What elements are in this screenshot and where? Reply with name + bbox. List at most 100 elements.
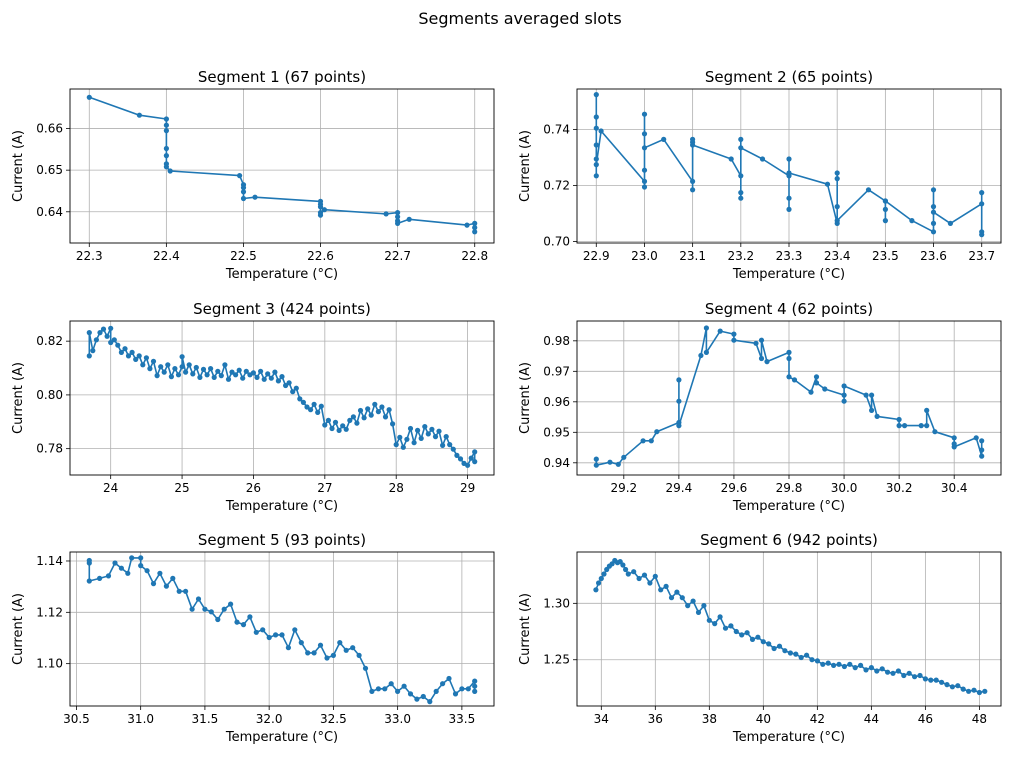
data-point bbox=[933, 677, 939, 683]
data-point bbox=[738, 195, 744, 201]
data-point bbox=[233, 372, 239, 378]
data-point bbox=[863, 667, 869, 673]
data-point bbox=[247, 614, 253, 620]
data-point bbox=[261, 376, 267, 382]
data-point bbox=[200, 366, 207, 372]
x-tick-label: 24 bbox=[103, 481, 118, 495]
data-point bbox=[190, 371, 196, 377]
y-tick-label: 0.72 bbox=[543, 179, 570, 193]
data-point bbox=[440, 681, 446, 687]
data-point bbox=[150, 358, 157, 364]
data-point bbox=[472, 220, 478, 226]
data-point bbox=[100, 326, 107, 332]
data-point bbox=[712, 621, 718, 627]
data-point bbox=[744, 630, 750, 636]
data-point bbox=[776, 643, 783, 649]
data-point bbox=[138, 563, 144, 569]
data-point bbox=[782, 648, 788, 654]
axes-frame bbox=[69, 320, 495, 476]
data-point bbox=[786, 195, 792, 201]
x-tick-label: 38 bbox=[702, 712, 717, 726]
data-point bbox=[285, 645, 291, 651]
x-tick-label: 27 bbox=[317, 481, 332, 495]
data-point bbox=[901, 672, 907, 679]
data-point bbox=[400, 444, 406, 450]
data-point bbox=[858, 662, 864, 669]
data-point bbox=[636, 575, 642, 582]
y-axis-label: Current (A) bbox=[518, 130, 533, 202]
data-point bbox=[951, 444, 957, 450]
x-tick-label: 23.7 bbox=[968, 249, 995, 263]
data-point bbox=[322, 422, 328, 428]
data-point bbox=[90, 348, 96, 354]
data-point bbox=[170, 575, 176, 582]
data-point bbox=[253, 629, 259, 635]
data-point bbox=[909, 218, 915, 224]
data-point bbox=[108, 325, 114, 331]
subplot-4: 29.2 29.4 29.6 29.8 30.0 30.2 30.4 0.94 0.95 0.96… bbox=[518, 300, 1002, 514]
data-point bbox=[279, 632, 285, 638]
x-tick-label: 23.1 bbox=[679, 249, 706, 263]
data-point bbox=[186, 362, 192, 368]
data-point bbox=[786, 355, 792, 362]
data-point bbox=[179, 354, 185, 360]
data-point bbox=[834, 218, 840, 224]
data-point bbox=[976, 689, 983, 696]
y-tick-label: 1.30 bbox=[543, 596, 570, 610]
figure-title: Segments averaged slots bbox=[418, 9, 621, 28]
data-point bbox=[414, 696, 420, 702]
data-point bbox=[279, 374, 285, 380]
data-point bbox=[917, 672, 923, 679]
data-point bbox=[703, 349, 710, 355]
x-tick-label: 42 bbox=[810, 712, 825, 726]
data-point bbox=[955, 683, 961, 689]
data-point bbox=[240, 622, 247, 628]
data-point bbox=[104, 333, 110, 339]
data-point bbox=[786, 206, 792, 212]
y-axis-label: Current (A) bbox=[518, 593, 533, 665]
y-tick-label: 0.78 bbox=[36, 442, 63, 456]
data-point bbox=[215, 616, 221, 623]
data-point bbox=[834, 170, 840, 176]
x-tick-label: 22.7 bbox=[384, 249, 411, 263]
data-point bbox=[813, 380, 820, 386]
data-point bbox=[593, 156, 599, 162]
data-point bbox=[895, 668, 902, 674]
data-point bbox=[882, 218, 889, 224]
data-point bbox=[834, 176, 840, 182]
data-point bbox=[286, 380, 292, 386]
data-point bbox=[676, 398, 682, 404]
data-point bbox=[896, 416, 902, 423]
data-point bbox=[172, 366, 178, 372]
data-point bbox=[676, 423, 682, 429]
data-point bbox=[375, 409, 381, 415]
data-point bbox=[808, 389, 814, 395]
y-tick-label: 0.94 bbox=[543, 456, 570, 470]
data-point bbox=[593, 142, 599, 148]
data-point bbox=[615, 461, 621, 467]
x-tick-label: 28 bbox=[389, 481, 404, 495]
data-point bbox=[163, 122, 169, 128]
data-point bbox=[254, 374, 260, 380]
data-point bbox=[641, 145, 648, 151]
data-point bbox=[329, 425, 335, 432]
data-point bbox=[717, 328, 723, 334]
data-point bbox=[229, 369, 235, 375]
data-point bbox=[379, 404, 385, 410]
data-point bbox=[755, 634, 761, 640]
data-point bbox=[163, 583, 169, 589]
data-point bbox=[865, 187, 872, 193]
data-point bbox=[407, 425, 414, 432]
data-point bbox=[641, 184, 648, 190]
data-point bbox=[641, 131, 648, 137]
data-point bbox=[928, 677, 934, 683]
data-point bbox=[383, 211, 389, 217]
subplot-title: Segment 3 (424 points) bbox=[193, 300, 371, 318]
data-point bbox=[86, 330, 92, 336]
data-point bbox=[717, 614, 723, 620]
data-point bbox=[728, 623, 734, 629]
data-point bbox=[979, 201, 985, 207]
data-point bbox=[122, 346, 128, 352]
data-point bbox=[593, 456, 599, 462]
x-tick-label: 22.9 bbox=[583, 249, 610, 263]
